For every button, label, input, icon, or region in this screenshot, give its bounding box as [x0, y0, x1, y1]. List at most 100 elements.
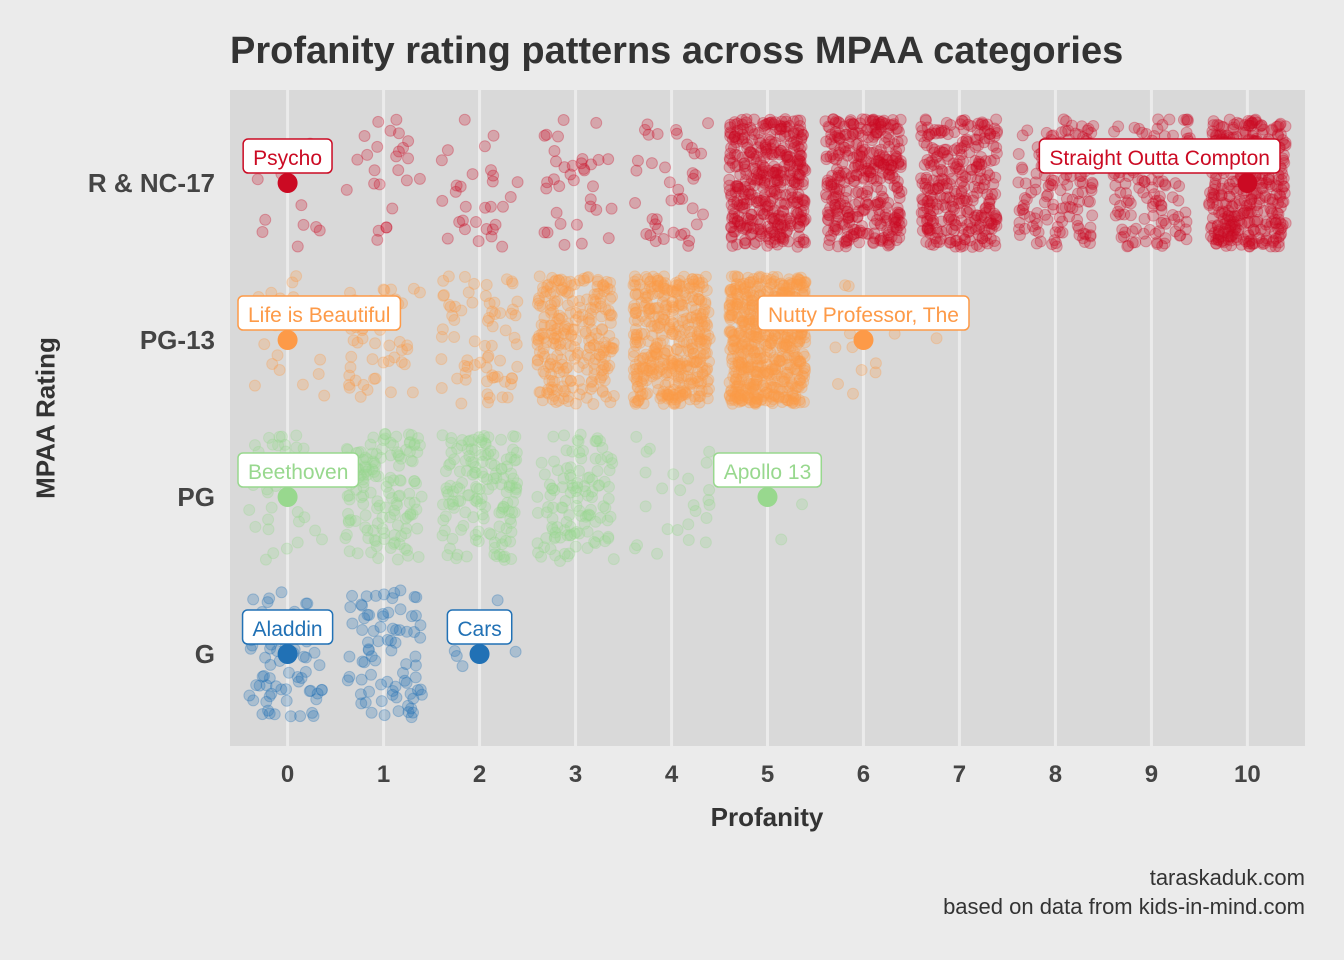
data-point [918, 158, 931, 171]
data-point [832, 146, 845, 159]
data-point [891, 122, 904, 135]
data-point [953, 144, 966, 157]
data-point [766, 205, 779, 218]
data-point [840, 184, 853, 197]
data-point [876, 116, 889, 129]
x-tick-label: 5 [761, 761, 774, 788]
data-point [828, 182, 841, 195]
data-point [873, 148, 886, 161]
data-point [367, 431, 380, 444]
data-point [776, 231, 789, 244]
data-point [870, 145, 883, 158]
x-tick-label: 2 [473, 761, 486, 788]
data-point [436, 323, 449, 336]
data-point [1247, 224, 1260, 237]
data-point [895, 216, 908, 229]
data-point [602, 480, 615, 493]
data-point [741, 141, 754, 154]
data-point [772, 174, 785, 187]
data-point [378, 284, 391, 297]
data-point [775, 165, 788, 178]
data-point [920, 173, 933, 186]
data-point [934, 232, 947, 245]
data-point [853, 236, 866, 249]
data-point [344, 361, 357, 374]
data-point [846, 387, 859, 400]
data-point [696, 276, 709, 289]
data-point [948, 214, 961, 227]
data-point [511, 360, 524, 373]
data-point [766, 225, 779, 238]
data-point [774, 123, 787, 136]
data-point [829, 198, 842, 211]
data-point [767, 270, 780, 283]
data-point [750, 328, 763, 341]
data-point [436, 194, 449, 207]
data-point [767, 212, 780, 225]
data-point [744, 187, 757, 200]
data-point [960, 205, 973, 218]
data-point [499, 534, 512, 547]
data-point [741, 123, 754, 136]
data-point [732, 180, 745, 193]
data-point [848, 223, 861, 236]
data-point [731, 182, 744, 195]
data-point [769, 166, 782, 179]
data-point [855, 158, 868, 171]
data-point [724, 118, 737, 131]
data-point [728, 207, 741, 220]
data-point [872, 154, 885, 167]
data-point [496, 391, 509, 404]
data-point [920, 139, 933, 152]
data-point [1054, 184, 1067, 197]
data-point [860, 165, 873, 178]
data-point [496, 200, 509, 213]
data-point [955, 214, 968, 227]
data-point [936, 172, 949, 185]
data-point [672, 183, 685, 196]
data-point [782, 235, 795, 248]
data-point [745, 213, 758, 226]
data-point [729, 180, 742, 193]
data-point [405, 711, 418, 724]
data-point [531, 506, 544, 519]
data-point [973, 229, 986, 242]
data-point [970, 161, 983, 174]
data-point [969, 140, 982, 153]
data-point [746, 214, 759, 227]
data-point [756, 227, 769, 240]
data-point [483, 297, 496, 310]
data-point [463, 488, 476, 501]
data-point [821, 206, 834, 219]
data-point [927, 183, 940, 196]
data-point [776, 204, 789, 217]
data-point [1045, 174, 1058, 187]
data-point [375, 443, 388, 456]
data-point [641, 118, 654, 131]
data-point [866, 209, 879, 222]
data-point [953, 163, 966, 176]
data-point [1085, 182, 1098, 195]
data-point [373, 178, 386, 191]
data-point [823, 121, 836, 134]
data-point [869, 122, 882, 135]
data-point [943, 236, 956, 249]
data-point [663, 176, 676, 189]
data-point [1163, 113, 1176, 126]
data-point [797, 204, 810, 217]
data-point [1059, 124, 1072, 137]
data-point [879, 208, 892, 221]
data-point [833, 132, 846, 145]
data-point [923, 128, 936, 141]
data-point [262, 513, 275, 526]
data-point [961, 218, 974, 231]
data-point [592, 153, 605, 166]
data-point [792, 140, 805, 153]
data-point [1026, 220, 1039, 233]
data-point [916, 124, 929, 137]
data-point [947, 157, 960, 170]
data-point [966, 240, 979, 253]
data-point [865, 121, 878, 134]
data-point [778, 197, 791, 210]
data-point [853, 196, 866, 209]
